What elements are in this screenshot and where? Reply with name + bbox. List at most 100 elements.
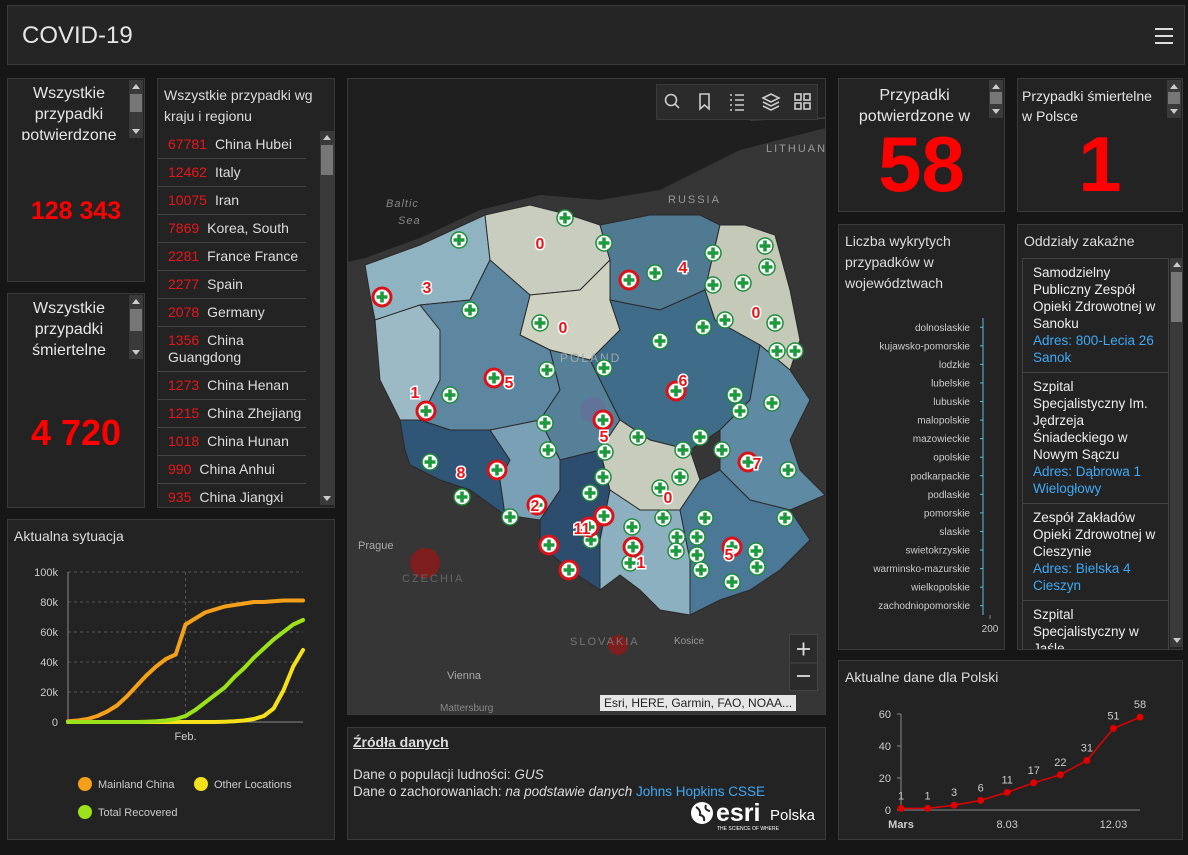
map[interactable]: LITHUANIA Baltic Sea RUSSIA POLAND Prague CZEC… xyxy=(347,78,826,715)
legend-label: Mainland China xyxy=(98,779,175,791)
hospital-marker[interactable] xyxy=(756,237,774,255)
hospital-marker[interactable] xyxy=(776,509,794,527)
case-marker[interactable] xyxy=(415,400,437,422)
hospital-marker[interactable] xyxy=(704,244,722,262)
hospital-marker[interactable] xyxy=(595,359,613,377)
scrollbar[interactable] xyxy=(129,295,143,359)
hospital-marker[interactable] xyxy=(731,402,749,420)
source-line: Dane o populacji ludności: GUS xyxy=(353,767,544,782)
legend-swatch xyxy=(194,777,208,791)
case-marker[interactable] xyxy=(665,380,687,402)
hospital-marker[interactable] xyxy=(747,542,765,560)
hospital-marker[interactable] xyxy=(594,468,612,486)
zoom-in[interactable] xyxy=(797,642,810,656)
hospital-marker[interactable] xyxy=(694,318,712,336)
layers-button[interactable] xyxy=(761,93,781,111)
hospital-marker[interactable] xyxy=(716,311,734,329)
scrollbar[interactable] xyxy=(129,80,143,138)
hospital-marker[interactable] xyxy=(786,342,804,360)
hospital-marker[interactable] xyxy=(536,414,554,432)
value-label: 3 xyxy=(951,787,957,799)
basemap-button[interactable] xyxy=(794,93,811,110)
bookmark-button[interactable] xyxy=(699,93,710,111)
case-marker[interactable] xyxy=(618,269,640,291)
case-marker[interactable] xyxy=(593,505,615,527)
place-label: POLAND xyxy=(560,351,621,365)
scrollbar[interactable] xyxy=(1167,80,1181,118)
category-label: pomorskie xyxy=(924,508,971,519)
case-marker[interactable] xyxy=(578,516,600,538)
hospital-address: Adres: Bielska 4 Cieszyn xyxy=(1033,561,1131,593)
hospital-marker[interactable] xyxy=(595,234,613,252)
menu-button[interactable] xyxy=(1154,25,1176,47)
hospital-marker[interactable] xyxy=(623,518,641,536)
hospital-marker[interactable] xyxy=(734,274,752,292)
hospital-marker[interactable] xyxy=(779,461,797,479)
case-marker[interactable] xyxy=(538,534,560,556)
point xyxy=(1003,788,1011,796)
case-marker[interactable] xyxy=(526,494,548,516)
case-marker[interactable] xyxy=(486,459,508,481)
hospital-marker[interactable] xyxy=(748,558,766,576)
hospital-marker[interactable] xyxy=(674,441,692,459)
hospital-marker[interactable] xyxy=(768,342,786,360)
scrollbar[interactable] xyxy=(989,80,1003,118)
hospital-marker[interactable] xyxy=(501,508,519,526)
case-marker[interactable] xyxy=(622,536,644,558)
hospital-marker[interactable] xyxy=(450,231,468,249)
hospital-marker[interactable] xyxy=(704,276,722,294)
case-count: 2277 xyxy=(168,276,200,292)
hospital-marker[interactable] xyxy=(763,394,781,412)
marker-cross xyxy=(719,314,731,326)
case-marker[interactable] xyxy=(371,286,393,308)
hospital-marker[interactable] xyxy=(726,386,744,404)
place-label: RUSSIA xyxy=(668,194,721,206)
hospital-marker[interactable] xyxy=(453,488,471,506)
hospital-marker[interactable] xyxy=(556,209,574,227)
hospital-marker[interactable] xyxy=(441,386,459,404)
hospital-marker[interactable] xyxy=(654,509,672,527)
hospital-marker[interactable] xyxy=(688,528,706,546)
search-button[interactable] xyxy=(664,93,680,109)
hospital-marker[interactable] xyxy=(531,314,549,332)
marker-cross xyxy=(597,471,609,483)
region-count: 0 xyxy=(559,320,568,337)
case-marker[interactable] xyxy=(483,367,505,389)
hospital-marker[interactable] xyxy=(461,301,479,319)
legend-label: Other Locations xyxy=(214,779,292,791)
hospital-marker[interactable] xyxy=(629,428,647,446)
hospital-marker[interactable] xyxy=(766,314,784,332)
hospital-marker[interactable] xyxy=(538,361,556,379)
legend-button[interactable] xyxy=(730,94,744,111)
hospital-marker[interactable] xyxy=(421,453,439,471)
scrollbar[interactable] xyxy=(1170,258,1182,647)
hospital-marker[interactable] xyxy=(596,443,614,461)
hospital-marker[interactable] xyxy=(688,546,706,564)
map-panel: LITHUANIA Baltic Sea RUSSIA POLAND Prague CZEC… xyxy=(347,78,826,715)
hospital-marker[interactable] xyxy=(667,542,685,560)
hospital-marker[interactable] xyxy=(581,484,599,502)
case-marker[interactable] xyxy=(592,409,614,431)
value-label: 1 xyxy=(898,790,904,802)
kpi-label: Przypadki potwierdzone w xyxy=(858,87,971,125)
hospital-marker[interactable] xyxy=(671,468,689,486)
hospital-marker[interactable] xyxy=(758,258,776,276)
point xyxy=(977,796,985,804)
source-line: Dane o zachorowaniach: na podstawie dany… xyxy=(353,784,765,799)
case-marker[interactable] xyxy=(558,559,580,581)
case-marker[interactable] xyxy=(737,451,759,473)
country-row: 10075 Iran xyxy=(158,187,306,215)
hospital-marker[interactable] xyxy=(651,479,669,497)
hospital-marker[interactable] xyxy=(696,509,714,527)
marker-cross xyxy=(654,335,666,347)
hospital-marker[interactable] xyxy=(692,561,710,579)
hospital-marker[interactable] xyxy=(691,428,709,446)
case-marker[interactable] xyxy=(721,536,743,558)
hospital-marker[interactable] xyxy=(539,441,557,459)
scrollbar[interactable] xyxy=(320,131,334,505)
hospital-marker[interactable] xyxy=(713,441,731,459)
hospital-marker[interactable] xyxy=(723,573,741,591)
hospital-marker[interactable] xyxy=(651,332,669,350)
hospital-marker[interactable] xyxy=(646,264,664,282)
source-link[interactable]: Johns Hopkins CSSE xyxy=(635,784,766,799)
